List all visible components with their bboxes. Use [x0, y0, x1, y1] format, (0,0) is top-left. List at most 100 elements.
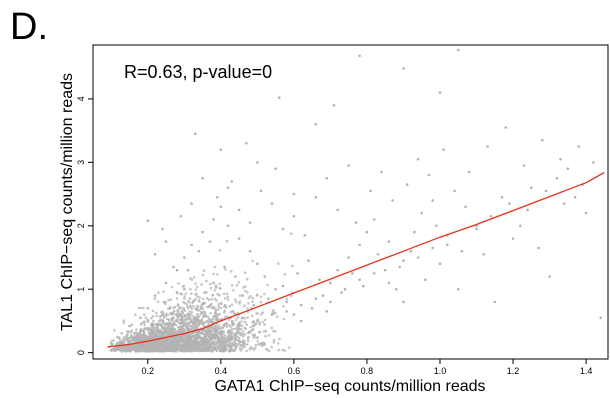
- data-point: [453, 189, 456, 193]
- data-point: [193, 349, 196, 353]
- data-point: [263, 318, 267, 322]
- data-point: [347, 256, 351, 259]
- data-point: [276, 342, 280, 345]
- data-point: [149, 334, 153, 338]
- data-point: [204, 291, 208, 294]
- data-point: [274, 167, 277, 170]
- data-point: [133, 339, 137, 342]
- data-point: [402, 67, 405, 70]
- data-point: [431, 246, 435, 250]
- data-point: [420, 211, 424, 215]
- data-point: [255, 294, 259, 297]
- data-point: [189, 305, 192, 309]
- data-point: [187, 323, 191, 327]
- data-point: [172, 336, 176, 340]
- data-point: [559, 157, 562, 161]
- data-point: [189, 313, 192, 316]
- data-point: [152, 349, 155, 353]
- data-point: [216, 341, 219, 345]
- data-point: [225, 306, 228, 309]
- data-point: [125, 337, 129, 341]
- data-point: [199, 344, 202, 347]
- data-point: [172, 338, 175, 342]
- data-point: [160, 334, 163, 337]
- data-point: [261, 320, 265, 324]
- data-point: [193, 343, 196, 346]
- data-point: [200, 318, 204, 321]
- data-point: [240, 344, 243, 347]
- data-point: [464, 205, 467, 209]
- data-point: [164, 301, 167, 304]
- data-point: [113, 329, 116, 332]
- data-point: [206, 305, 209, 309]
- data-point: [207, 317, 211, 321]
- data-point: [172, 306, 175, 310]
- data-point: [150, 341, 153, 345]
- data-point: [211, 293, 215, 297]
- data-point: [182, 300, 185, 304]
- data-point: [431, 199, 435, 202]
- data-point: [169, 341, 173, 345]
- data-point: [264, 329, 268, 333]
- data-point: [172, 265, 175, 269]
- data-point: [169, 298, 173, 301]
- data-point: [266, 348, 269, 351]
- data-point: [250, 346, 254, 350]
- data-point: [259, 300, 263, 304]
- data-point: [358, 54, 361, 58]
- plot-frame: [92, 44, 609, 360]
- data-point: [218, 248, 222, 252]
- data-point: [158, 331, 162, 335]
- data-point: [198, 296, 201, 299]
- data-point: [160, 331, 164, 334]
- data-point: [511, 237, 515, 240]
- data-point: [372, 218, 376, 221]
- data-point: [261, 311, 265, 314]
- data-point: [257, 343, 261, 346]
- data-point: [234, 318, 238, 322]
- data-point: [191, 314, 194, 318]
- data-point: [158, 329, 162, 332]
- data-point: [147, 344, 151, 348]
- data-point: [218, 344, 222, 347]
- data-point: [130, 323, 134, 327]
- data-point: [215, 316, 219, 319]
- data-point: [184, 339, 187, 343]
- data-point: [227, 333, 231, 337]
- data-point: [161, 227, 164, 231]
- data-point: [394, 287, 398, 291]
- data-point: [172, 312, 175, 316]
- data-point: [277, 262, 280, 266]
- data-point: [189, 277, 192, 280]
- data-point: [152, 319, 155, 323]
- data-point: [139, 329, 143, 332]
- data-point: [329, 281, 332, 285]
- data-point: [217, 324, 221, 327]
- data-point: [221, 326, 225, 330]
- data-point: [343, 287, 347, 291]
- data-point: [467, 170, 471, 174]
- data-point: [289, 232, 293, 235]
- data-point: [239, 328, 243, 331]
- data-point: [365, 230, 369, 234]
- data-point: [212, 333, 215, 336]
- data-point: [205, 332, 209, 335]
- data-point: [252, 320, 255, 324]
- data-point: [237, 237, 241, 240]
- data-point: [216, 292, 219, 296]
- data-point: [166, 325, 170, 328]
- data-point: [183, 297, 186, 300]
- data-point: [227, 323, 231, 327]
- data-point: [241, 340, 244, 344]
- data-point: [508, 202, 511, 205]
- fit-line: [107, 171, 605, 348]
- data-point: [132, 346, 136, 349]
- data-point: [243, 320, 247, 324]
- data-point: [544, 189, 548, 193]
- data-point: [187, 313, 190, 316]
- data-point: [162, 290, 165, 293]
- data-point: [182, 284, 186, 288]
- data-point: [191, 321, 195, 325]
- data-point: [210, 343, 214, 347]
